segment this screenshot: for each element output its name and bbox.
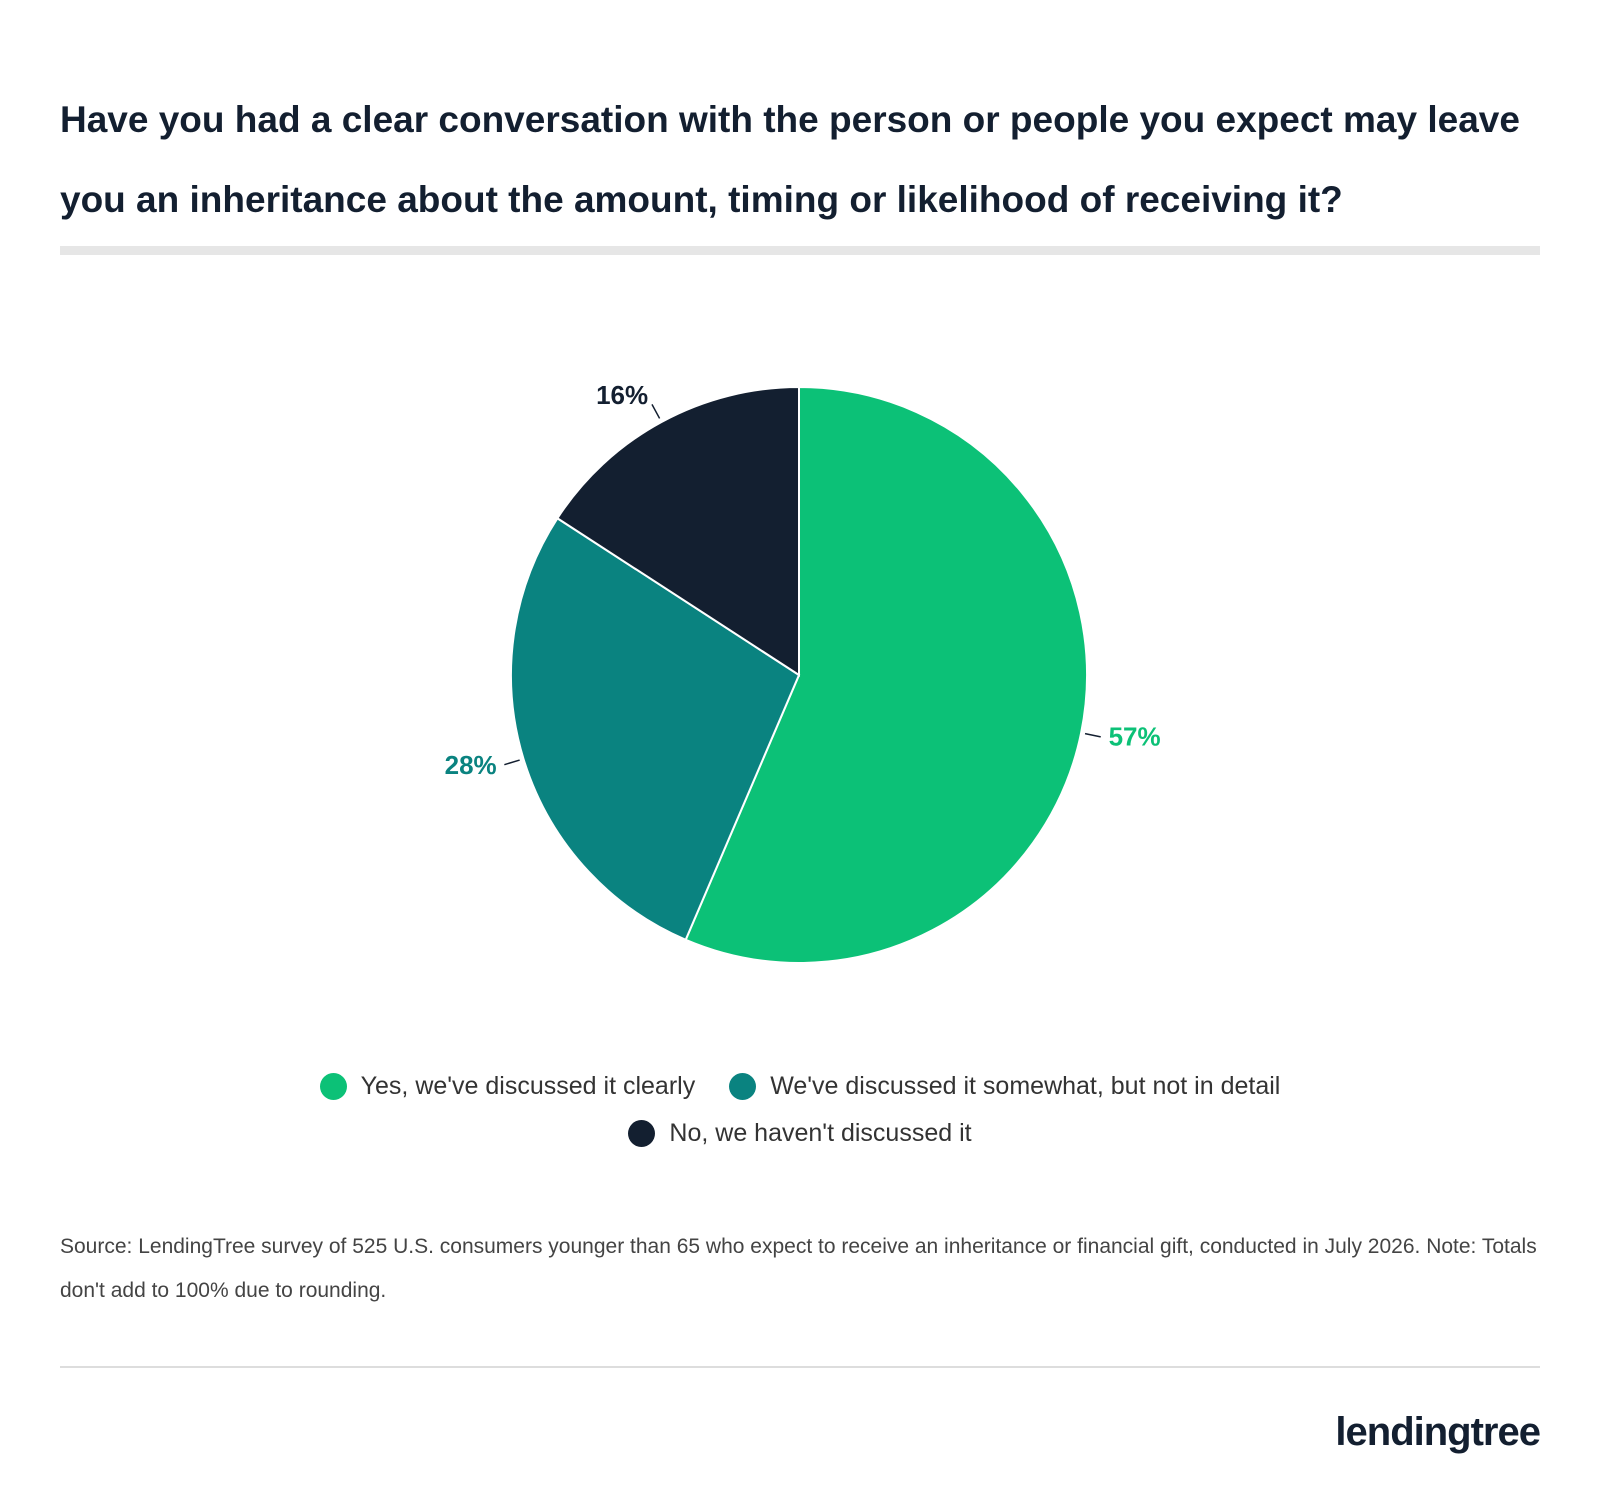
pie-slice — [555, 385, 800, 677]
leader-line — [651, 404, 661, 419]
data-label: 28% — [445, 750, 497, 780]
legend-item: We've discussed it somewhat, but not in … — [729, 1072, 1280, 1101]
legend-swatch — [729, 1073, 757, 1100]
data-label: 57% — [1109, 721, 1161, 751]
source-note: Source: LendingTree survey of 525 U.S. c… — [60, 1235, 1537, 1302]
leader-line — [1084, 732, 1101, 738]
legend-item: No, we haven't discussed it — [628, 1119, 972, 1148]
legend-label: Yes, we've discussed it clearly — [360, 1072, 696, 1100]
title-underline — [60, 246, 1540, 255]
legend: Yes, we've discussed it clearly We've dis… — [240, 1072, 1360, 1148]
legend-item: Yes, we've discussed it clearly — [319, 1072, 696, 1101]
data-label: 16% — [596, 380, 648, 410]
logo: lendingtree — [1335, 1410, 1541, 1454]
legend-swatch — [628, 1120, 656, 1147]
pie-slice — [510, 516, 801, 942]
chart-title: Have you had a clear conversation with t… — [60, 99, 1520, 220]
footer-rule — [60, 1366, 1540, 1368]
pie-slice — [684, 385, 1088, 964]
leader-line — [504, 759, 520, 766]
pie-chart: 57% 28% 16% — [445, 380, 1161, 964]
legend-swatch — [319, 1073, 347, 1100]
legend-label: No, we haven't discussed it — [669, 1119, 972, 1147]
legend-label: We've discussed it somewhat, but not in … — [770, 1072, 1281, 1100]
